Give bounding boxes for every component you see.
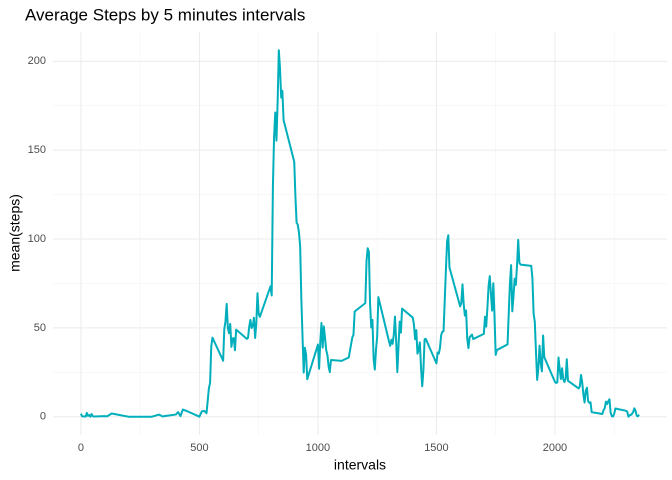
chart-title: Average Steps by 5 minutes intervals	[25, 5, 305, 24]
x-tick-label: 1000	[306, 442, 330, 454]
x-tick-label: 500	[190, 442, 208, 454]
y-tick-label: 150	[28, 144, 46, 156]
line	[80, 49, 640, 418]
y-tick-label: 0	[40, 411, 46, 423]
y-tick-label: 100	[28, 233, 46, 245]
y-tick-label: 200	[28, 55, 46, 67]
x-tick-label: 0	[78, 442, 84, 454]
y-tick-label: 50	[34, 322, 46, 334]
x-axis-label: intervals	[334, 457, 386, 473]
y-axis-label: mean(steps)	[7, 194, 23, 272]
x-tick-label: 2000	[543, 442, 567, 454]
x-tick-label: 1500	[424, 442, 448, 454]
